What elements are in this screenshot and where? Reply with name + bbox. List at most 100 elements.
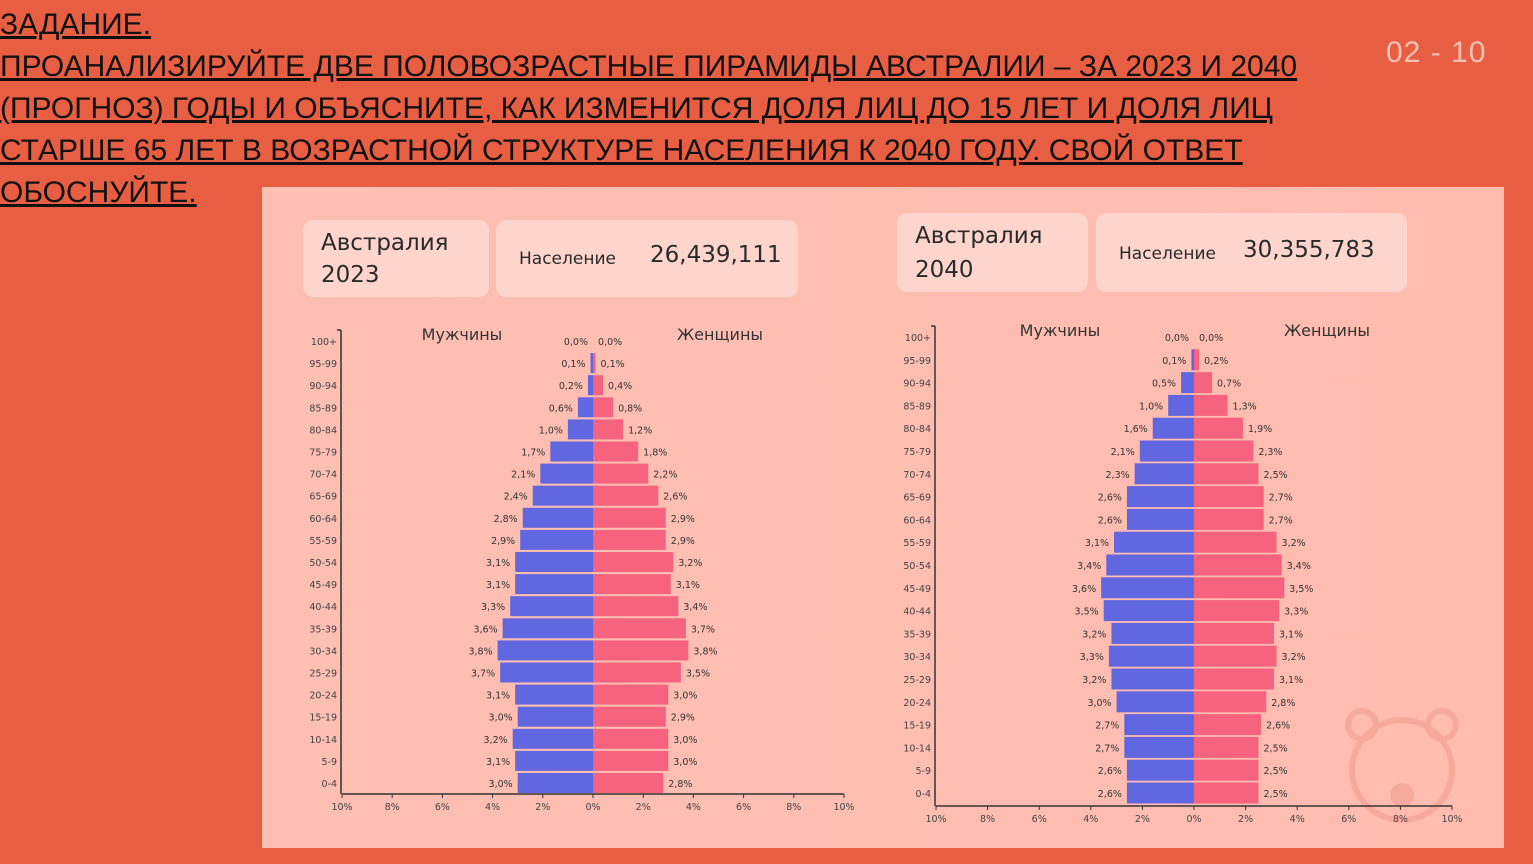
country-label: Австралия — [321, 230, 449, 256]
data-label-female: 0,1% — [601, 359, 625, 370]
age-group-label: 80-84 — [903, 424, 931, 435]
country-year-card-2040: Австралия 2040 — [897, 213, 1088, 292]
bar-female — [1194, 759, 1259, 781]
age-group-label: 15-19 — [903, 721, 931, 732]
age-group-label: 75-79 — [309, 448, 337, 459]
task-line: ЗАДАНИЕ. — [0, 8, 152, 41]
data-label-female: 0,0% — [598, 337, 622, 348]
bar-male — [500, 662, 593, 683]
data-label-female: 3,5% — [686, 669, 710, 680]
age-group-label: 15-19 — [309, 713, 337, 724]
bar-female — [1194, 736, 1259, 758]
bar-male — [1116, 691, 1194, 713]
age-group-label: 55-59 — [903, 538, 931, 549]
age-group-label: 100+ — [311, 337, 337, 348]
data-label-female: 1,3% — [1233, 401, 1257, 412]
x-tick-label: 0% — [1186, 814, 1201, 825]
x-tick-label: 10% — [833, 802, 854, 813]
age-group-label: 95-99 — [903, 356, 931, 367]
data-label-male: 3,1% — [486, 580, 510, 591]
x-tick-label: 10% — [925, 814, 946, 825]
bar-male — [567, 419, 593, 440]
age-group-label: 30-34 — [903, 652, 931, 663]
data-label-male: 0,1% — [561, 359, 585, 370]
bar-male — [1103, 600, 1194, 622]
population-value: 26,439,111 — [650, 242, 782, 268]
data-label-female: 3,5% — [1289, 584, 1313, 595]
bar-female — [1194, 372, 1213, 394]
data-label-male: 0,0% — [564, 337, 588, 348]
pyramids-image — [262, 187, 1504, 848]
data-label-male: 3,5% — [1075, 607, 1099, 618]
bar-male — [1168, 394, 1194, 416]
bar-female — [1194, 394, 1228, 416]
x-tick-label: 4% — [1083, 814, 1098, 825]
data-label-male: 0,6% — [549, 403, 573, 414]
data-label-female: 0,4% — [608, 381, 632, 392]
data-label-female: 2,6% — [663, 492, 687, 503]
bar-female — [593, 529, 666, 550]
bar-female — [1194, 440, 1254, 462]
age-group-label: 20-24 — [309, 691, 337, 702]
data-label-female: 2,2% — [653, 470, 677, 481]
data-label-male: 2,1% — [511, 470, 535, 481]
bar-female — [1194, 463, 1259, 485]
data-label-male: 3,2% — [484, 735, 508, 746]
bar-female — [593, 618, 686, 639]
bar-male — [520, 529, 593, 550]
age-group-label: 60-64 — [903, 515, 931, 526]
age-group-label: 10-14 — [309, 735, 337, 746]
data-label-male: 0,2% — [559, 381, 583, 392]
data-label-female: 3,7% — [691, 624, 715, 635]
bar-male — [515, 574, 593, 595]
x-tick-label: 8% — [786, 802, 801, 813]
age-group-label: 70-74 — [309, 470, 337, 481]
age-group-label: 65-69 — [309, 492, 337, 503]
data-label-male: 2,6% — [1098, 766, 1122, 777]
data-label-female: 3,1% — [1279, 629, 1303, 640]
age-group-label: 20-24 — [903, 698, 931, 709]
data-label-male: 2,7% — [1095, 721, 1119, 732]
bar-female — [1194, 554, 1282, 576]
bar-female — [1194, 349, 1200, 371]
x-tick-label: 4% — [1290, 814, 1305, 825]
data-label-female: 3,2% — [1282, 538, 1306, 549]
x-tick-label: 2% — [535, 802, 550, 813]
data-label-male: 2,6% — [1098, 789, 1122, 800]
age-group-label: 45-49 — [903, 584, 931, 595]
data-label-male: 3,1% — [486, 558, 510, 569]
data-label-female: 1,9% — [1248, 424, 1272, 435]
data-label-male: 3,0% — [489, 779, 513, 790]
bar-male — [1126, 759, 1194, 781]
data-label-male: 3,4% — [1077, 561, 1101, 572]
age-group-label: 40-44 — [309, 602, 337, 613]
bar-female — [593, 728, 669, 749]
data-label-male: 0,5% — [1152, 379, 1176, 390]
x-tick-label: 6% — [1032, 814, 1047, 825]
x-tick-label: 8% — [385, 802, 400, 813]
bar-male — [1124, 736, 1194, 758]
x-tick-label: 2% — [1238, 814, 1253, 825]
population-label: Население — [1119, 244, 1216, 264]
data-label-male: 1,0% — [539, 425, 563, 436]
data-label-female: 2,3% — [1258, 447, 1282, 458]
bar-female — [1194, 577, 1285, 599]
population-label: Население — [519, 249, 616, 269]
data-label-female: 1,2% — [628, 425, 652, 436]
data-label-female: 3,0% — [673, 757, 697, 768]
age-group-label: 10-14 — [903, 743, 931, 754]
data-label-male: 2,9% — [491, 536, 515, 547]
bar-male — [1139, 440, 1194, 462]
task-line: (ПРОГНОЗ) ГОДЫ И ОБЪЯСНИТЕ, КАК ИЗМЕНИТС… — [0, 92, 1273, 125]
bar-male — [577, 397, 593, 418]
bar-female — [593, 662, 681, 683]
data-label-male: 3,1% — [486, 691, 510, 702]
data-label-female: 2,9% — [671, 536, 695, 547]
bar-male — [1124, 714, 1194, 736]
data-label-female: 3,1% — [1279, 675, 1303, 686]
bear-watermark-icon — [1345, 708, 1459, 823]
legend-male: Мужчины — [1020, 321, 1101, 340]
bar-female — [593, 353, 596, 374]
data-label-female: 3,0% — [673, 691, 697, 702]
